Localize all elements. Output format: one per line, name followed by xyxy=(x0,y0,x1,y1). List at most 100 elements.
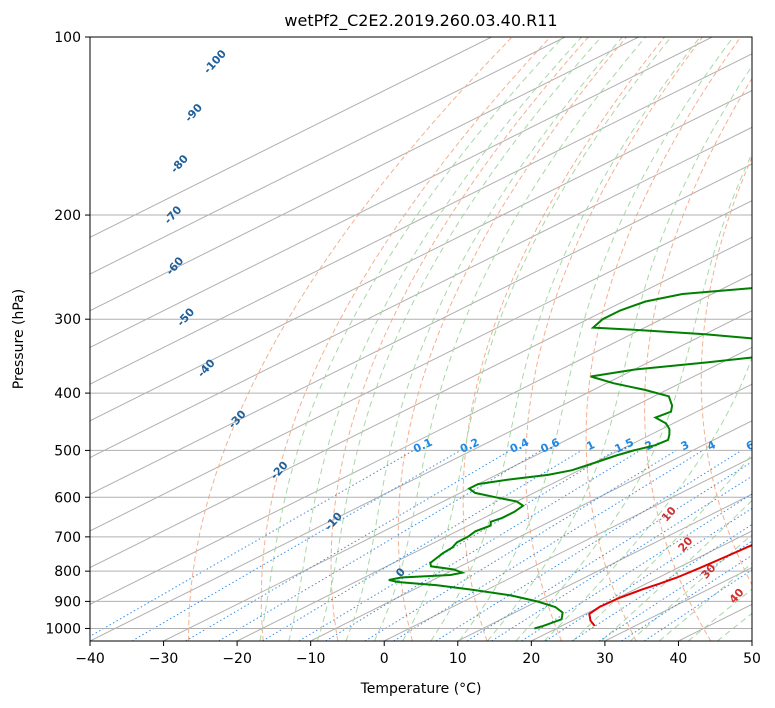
moist-adiabat-line xyxy=(629,533,752,641)
mixing-ratio-line xyxy=(521,493,752,641)
moist-adiabat-line xyxy=(458,37,734,641)
mixing-ratio-line xyxy=(491,475,752,641)
moist-adiabat-line xyxy=(373,37,646,641)
temperature-profile-line xyxy=(588,544,752,627)
isotherm-line xyxy=(90,273,752,605)
dewpoint-profile-line xyxy=(388,287,752,630)
y-tick-label: 200 xyxy=(54,208,81,224)
moist-adiabat-line xyxy=(345,37,623,641)
y-tick-label: 300 xyxy=(54,312,81,328)
mixing-ratio-line xyxy=(325,449,641,641)
mixing-ratio-line xyxy=(435,449,742,641)
isotherm-line xyxy=(457,493,752,641)
moist-adiabat-line xyxy=(487,65,752,641)
x-tick-label: 30 xyxy=(596,651,614,667)
moist-adiabat-line xyxy=(402,37,672,641)
x-tick-label: 50 xyxy=(743,651,761,667)
moist-adiabat-line xyxy=(316,37,602,641)
moist-adiabat-line xyxy=(658,562,752,641)
moist-adiabat-line xyxy=(601,499,752,641)
isotherm-line xyxy=(90,163,752,495)
moist-adiabat-line xyxy=(288,37,582,641)
isotherm-line xyxy=(236,383,752,641)
dry-adiabat-label: -40 xyxy=(195,356,218,380)
isotherm-line xyxy=(90,53,752,385)
y-tick-label: 900 xyxy=(54,594,81,610)
moist-adiabat-line xyxy=(515,152,752,641)
dry-adiabat-label: -60 xyxy=(163,254,186,278)
isotherm-line xyxy=(531,530,752,641)
y-axis: 100 200 300 400 500 600 700 800 900 1000 xyxy=(45,30,90,637)
dry-adiabat-line xyxy=(188,37,513,641)
isotherm-line xyxy=(90,37,713,348)
moist-adiabat-line xyxy=(259,37,564,641)
isotherm-line xyxy=(90,90,752,422)
moist-adiabat-line xyxy=(717,612,752,641)
dry-adiabat-line xyxy=(330,37,589,641)
moist-adiabat-label: 40 xyxy=(727,586,747,606)
x-tick-label: 20 xyxy=(522,651,540,667)
dry-adiabat-label: -90 xyxy=(182,101,205,125)
isotherm-line xyxy=(383,456,752,641)
x-tick-label: 0 xyxy=(380,651,389,667)
dry-adiabat-line xyxy=(260,37,551,641)
isotherm-line xyxy=(751,640,752,641)
x-axis: −40 −30 −20 −10 0 10 20 30 40 50 xyxy=(75,641,761,667)
isotherm-line xyxy=(90,200,752,532)
mixing-ratio-label: 1 xyxy=(584,438,596,453)
mixing-ratio-label: 0.1 xyxy=(411,436,434,456)
isotherm-line xyxy=(310,420,752,641)
x-tick-label: 10 xyxy=(449,651,467,667)
mixing-ratio-line xyxy=(262,449,582,641)
mixing-ratio-line xyxy=(545,507,752,641)
isotherm-line xyxy=(90,236,752,569)
x-tick-label: −10 xyxy=(296,651,326,667)
isotherm-line xyxy=(90,126,752,459)
dry-adiabat-line xyxy=(756,37,775,641)
mixing-ratio-label: 6 xyxy=(744,438,757,453)
dry-adiabat-line xyxy=(700,156,752,586)
dry-adiabat-line xyxy=(397,37,627,641)
y-axis-label: Pressure (hPa) xyxy=(11,289,27,389)
mixing-ratio-line xyxy=(298,449,616,641)
mixing-ratio-label: 0.4 xyxy=(508,436,531,456)
x-tick-label: 40 xyxy=(670,651,688,667)
dry-adiabat-line xyxy=(462,37,665,641)
x-tick-label: −20 xyxy=(222,651,252,667)
mixing-ratio-line xyxy=(393,449,704,641)
mixing-ratio-label: 0.2 xyxy=(458,436,481,456)
chart-title: wetPf2_C2E2.2019.260.03.40.R11 xyxy=(284,11,557,31)
isotherm-line xyxy=(90,310,752,641)
dry-adiabat-label: -100 xyxy=(201,47,229,76)
y-tick-label: 700 xyxy=(54,530,81,546)
y-tick-label: 1000 xyxy=(45,621,81,637)
dry-adiabat-label: -20 xyxy=(268,458,291,482)
y-tick-label: 600 xyxy=(54,490,81,506)
isotherm-line xyxy=(90,37,566,275)
isotherm-line xyxy=(678,603,752,641)
dry-adiabat-line xyxy=(525,37,704,641)
y-tick-label: 500 xyxy=(54,443,81,459)
profiles xyxy=(388,287,752,630)
background-lines xyxy=(90,37,775,641)
mixing-ratio-line xyxy=(131,449,461,641)
x-axis-label: Temperature (°C) xyxy=(360,681,482,697)
plot-frame xyxy=(89,36,753,642)
x-tick-label: −40 xyxy=(75,651,105,667)
mixing-ratio-label: 3 xyxy=(679,438,691,453)
mixing-ratio-label: 0.6 xyxy=(539,436,562,456)
dry-adiabat-label: -30 xyxy=(226,407,249,431)
dry-adiabat-label: -70 xyxy=(162,203,185,227)
dry-adiabat-label: -80 xyxy=(168,152,191,176)
y-tick-label: 400 xyxy=(54,386,81,402)
isotherm-line xyxy=(90,37,639,312)
moist-adiabat-label: 10 xyxy=(659,504,679,524)
y-tick-label: 800 xyxy=(54,564,81,580)
x-tick-label: −30 xyxy=(149,651,179,667)
mixing-ratio-line xyxy=(364,449,677,641)
moist-adiabat-line xyxy=(687,588,752,641)
dry-adiabat-label: -50 xyxy=(174,305,197,329)
mixing-ratio-line xyxy=(185,449,511,641)
moist-adiabat-line xyxy=(430,37,701,641)
